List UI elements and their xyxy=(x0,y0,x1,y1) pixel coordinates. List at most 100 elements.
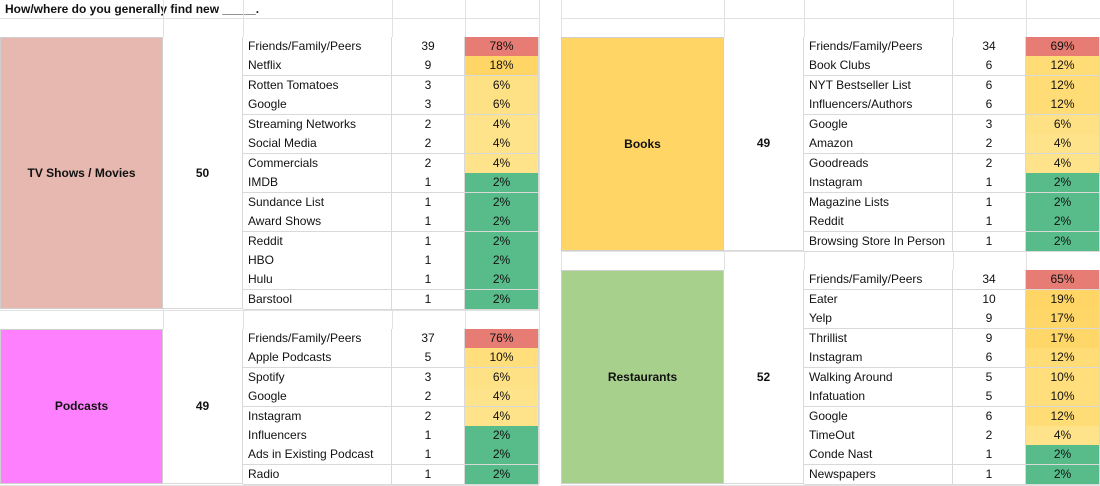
source-cell[interactable]: Reddit xyxy=(804,212,953,233)
source-cell[interactable]: Netflix xyxy=(243,56,392,77)
percent-cell[interactable]: 2% xyxy=(1026,445,1100,466)
count-cell[interactable]: 6 xyxy=(953,95,1026,116)
source-cell[interactable]: Thrillist xyxy=(804,328,953,349)
count-cell[interactable]: 2 xyxy=(392,406,465,427)
category-cell-books[interactable]: Books xyxy=(561,37,724,251)
percent-cell[interactable]: 18% xyxy=(465,56,539,77)
count-cell[interactable]: 1 xyxy=(392,212,465,233)
source-cell[interactable]: Ads in Existing Podcast xyxy=(243,445,392,466)
source-cell[interactable]: Walking Around xyxy=(804,367,953,388)
source-cell[interactable]: Radio xyxy=(243,464,392,485)
total-cell-books[interactable]: 49 xyxy=(724,37,804,251)
category-cell-tv-shows-movies[interactable]: TV Shows / Movies xyxy=(0,37,163,310)
count-cell[interactable]: 9 xyxy=(953,309,1026,330)
source-cell[interactable]: Book Clubs xyxy=(804,56,953,77)
count-cell[interactable]: 1 xyxy=(953,212,1026,233)
count-cell[interactable]: 2 xyxy=(392,114,465,135)
percent-cell[interactable]: 2% xyxy=(465,426,539,446)
percent-cell[interactable]: 12% xyxy=(1026,56,1100,77)
percent-cell[interactable]: 4% xyxy=(1026,134,1100,155)
percent-cell[interactable]: 6% xyxy=(465,95,539,116)
percent-cell[interactable]: 2% xyxy=(1026,173,1100,194)
percent-cell[interactable]: 2% xyxy=(1026,212,1100,233)
percent-cell[interactable]: 10% xyxy=(1026,367,1100,388)
count-cell[interactable]: 3 xyxy=(953,114,1026,135)
source-cell[interactable]: Friends/Family/Peers xyxy=(243,328,392,349)
percent-cell[interactable]: 17% xyxy=(1026,328,1100,349)
percent-cell[interactable]: 2% xyxy=(465,231,539,252)
source-cell[interactable]: Google xyxy=(243,95,392,116)
percent-cell[interactable]: 10% xyxy=(465,348,539,369)
source-cell[interactable]: TimeOut xyxy=(804,426,953,446)
percent-cell[interactable]: 6% xyxy=(465,367,539,388)
source-cell[interactable]: Magazine Lists xyxy=(804,192,953,213)
count-cell[interactable]: 10 xyxy=(953,289,1026,310)
count-cell[interactable]: 9 xyxy=(392,56,465,77)
percent-cell[interactable]: 4% xyxy=(1026,426,1100,446)
source-cell[interactable]: IMDB xyxy=(243,173,392,194)
count-cell[interactable]: 2 xyxy=(953,426,1026,446)
count-cell[interactable]: 9 xyxy=(953,328,1026,349)
category-cell-podcasts[interactable]: Podcasts xyxy=(0,328,163,484)
total-cell-tv-shows-movies[interactable]: 50 xyxy=(163,37,243,310)
count-cell[interactable]: 2 xyxy=(953,134,1026,155)
count-cell[interactable]: 6 xyxy=(953,348,1026,369)
count-cell[interactable]: 34 xyxy=(953,37,1026,57)
source-cell[interactable]: Award Shows xyxy=(243,212,392,233)
percent-cell[interactable]: 2% xyxy=(1026,192,1100,213)
percent-cell[interactable]: 2% xyxy=(465,270,539,291)
source-cell[interactable]: Goodreads xyxy=(804,153,953,174)
source-cell[interactable]: Influencers xyxy=(243,426,392,446)
source-cell[interactable]: Streaming Networks xyxy=(243,114,392,135)
percent-cell[interactable]: 2% xyxy=(465,173,539,194)
source-cell[interactable]: Reddit xyxy=(243,231,392,252)
source-cell[interactable]: Apple Podcasts xyxy=(243,348,392,369)
percent-cell[interactable]: 2% xyxy=(465,250,539,271)
source-cell[interactable]: Yelp xyxy=(804,309,953,330)
source-cell[interactable]: Friends/Family/Peers xyxy=(804,37,953,57)
count-cell[interactable]: 1 xyxy=(953,192,1026,213)
source-cell[interactable]: Barstool xyxy=(243,289,392,310)
source-cell[interactable]: Instagram xyxy=(804,348,953,369)
count-cell[interactable]: 6 xyxy=(953,406,1026,427)
percent-cell[interactable]: 78% xyxy=(465,37,539,57)
source-cell[interactable]: Conde Nast xyxy=(804,445,953,466)
count-cell[interactable]: 3 xyxy=(392,75,465,96)
count-cell[interactable]: 1 xyxy=(392,173,465,194)
category-cell-restaurants[interactable]: Restaurants xyxy=(561,270,724,484)
count-cell[interactable]: 5 xyxy=(953,367,1026,388)
percent-cell[interactable]: 4% xyxy=(465,406,539,427)
source-cell[interactable]: Instagram xyxy=(804,173,953,194)
count-cell[interactable]: 3 xyxy=(392,367,465,388)
count-cell[interactable]: 1 xyxy=(392,464,465,485)
percent-cell[interactable]: 76% xyxy=(465,328,539,349)
source-cell[interactable]: Newspapers xyxy=(804,464,953,485)
percent-cell[interactable]: 4% xyxy=(465,134,539,155)
percent-cell[interactable]: 10% xyxy=(1026,387,1100,408)
source-cell[interactable]: NYT Bestseller List xyxy=(804,75,953,96)
source-cell[interactable]: Sundance List xyxy=(243,192,392,213)
count-cell[interactable]: 1 xyxy=(392,231,465,252)
source-cell[interactable]: Infatuation xyxy=(804,387,953,408)
source-cell[interactable]: Google xyxy=(804,406,953,427)
count-cell[interactable]: 1 xyxy=(392,270,465,291)
count-cell[interactable]: 34 xyxy=(953,270,1026,291)
source-cell[interactable]: Google xyxy=(804,114,953,135)
source-cell[interactable]: Google xyxy=(243,387,392,408)
percent-cell[interactable]: 2% xyxy=(465,192,539,213)
sheet-title[interactable]: How/where do you generally find new ____… xyxy=(5,2,260,16)
percent-cell[interactable]: 2% xyxy=(465,289,539,310)
percent-cell[interactable]: 69% xyxy=(1026,37,1100,57)
percent-cell[interactable]: 4% xyxy=(465,114,539,135)
source-cell[interactable]: Friends/Family/Peers xyxy=(804,270,953,291)
count-cell[interactable]: 1 xyxy=(392,445,465,466)
count-cell[interactable]: 1 xyxy=(392,192,465,213)
count-cell[interactable]: 1 xyxy=(392,426,465,446)
source-cell[interactable]: Hulu xyxy=(243,270,392,291)
source-cell[interactable]: Rotten Tomatoes xyxy=(243,75,392,96)
source-cell[interactable]: Amazon xyxy=(804,134,953,155)
count-cell[interactable]: 2 xyxy=(392,387,465,408)
source-cell[interactable]: Commercials xyxy=(243,153,392,174)
source-cell[interactable]: HBO xyxy=(243,250,392,271)
percent-cell[interactable]: 65% xyxy=(1026,270,1100,291)
